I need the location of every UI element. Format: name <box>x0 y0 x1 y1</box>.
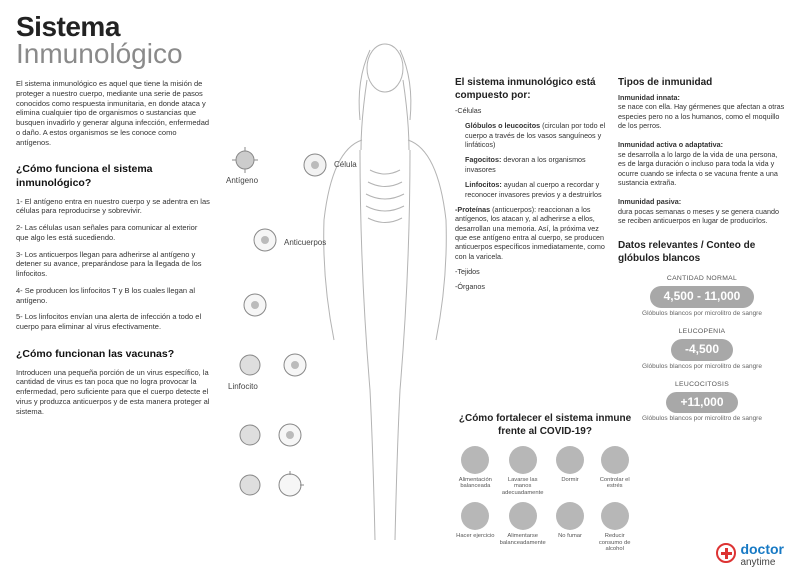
composed-organos: -Órganos <box>455 282 610 291</box>
immunity-heading: Tipos de inmunidad <box>618 76 786 89</box>
right-column: Tipos de inmunidad Inmunidad innata: se … <box>618 64 786 424</box>
tip-8: Reducir consumo de alcohol <box>594 502 635 552</box>
logo-word1: doctor <box>740 541 784 557</box>
tip-circle-icon <box>601 502 629 530</box>
title-line2: Inmunológico <box>16 41 211 68</box>
cell-step5b-icon <box>275 420 305 450</box>
tip-circle-icon <box>556 446 584 474</box>
covid-tips-grid: Alimentación balanceada Lavarse las mano… <box>455 446 635 552</box>
composed-tejidos: -Tejidos <box>455 267 610 276</box>
stats-heading: Datos relevantes / Conteo de glóbulos bl… <box>618 239 786 265</box>
stat-leucopenia: LEUCOPENIA -4,500 Glóbulos blancos por m… <box>618 328 786 371</box>
label-anticuerpos: Anticuerpos <box>284 238 326 248</box>
vaccines-text: Introducen una pequeña porción de un vir… <box>16 368 211 417</box>
antibody-cell-icon <box>250 225 280 255</box>
composed-globulos: Glóbulos o leucocitos (circulan por todo… <box>455 121 610 149</box>
tip-5: Hacer ejercicio <box>455 502 496 552</box>
tip-3: Dormir <box>550 446 591 496</box>
composed-linfocitos: Linfocitos: ayudan al cuerpo a recordar … <box>455 180 610 199</box>
label-linfocito: Linfocito <box>228 382 258 392</box>
cell-step4b-icon <box>280 350 310 380</box>
tip-2: Lavarse las manos adecuadamente <box>500 446 546 496</box>
immunity-passive: Inmunidad pasiva: dura pocas semanas o m… <box>618 197 786 225</box>
label-antigeno: Antígeno <box>226 176 258 186</box>
composition-column: El sistema inmunológico está compuesto p… <box>455 64 610 298</box>
title-line1: Sistema <box>16 14 211 41</box>
step-5: 5- Los linfocitos envían una alerta de i… <box>16 312 211 332</box>
tip-circle-icon <box>556 502 584 530</box>
immunity-active: Inmunidad activa o adaptativa: se desarr… <box>618 140 786 187</box>
logo-cross-icon <box>716 543 736 563</box>
cell-step5a-icon <box>235 420 265 450</box>
tip-circle-icon <box>461 446 489 474</box>
cell-step6b-icon <box>275 470 305 500</box>
cell-icon <box>300 150 330 180</box>
tip-circle-icon <box>509 446 537 474</box>
step-2: 2- Las células usan señales para comunic… <box>16 223 211 243</box>
composed-heading: El sistema inmunológico está compuesto p… <box>455 76 610 102</box>
step-4: 4- Se producen los linfocitos T y B los … <box>16 286 211 306</box>
left-column: Sistema Inmunológico El sistema inmunoló… <box>16 14 211 423</box>
intro-paragraph: El sistema inmunológico es aquel que tie… <box>16 79 211 147</box>
tip-7: No fumar <box>550 502 591 552</box>
tip-6: Alimentarse balanceadamente <box>500 502 546 552</box>
vaccines-heading: ¿Cómo funcionan las vacunas? <box>16 348 211 362</box>
composed-fagocitos: Fagocitos: devoran a los organismos inva… <box>455 155 610 174</box>
tip-circle-icon <box>509 502 537 530</box>
tip-circle-icon <box>461 502 489 530</box>
composed-proteinas: -Proteínas (anticuerpos): reaccionan a l… <box>455 205 610 261</box>
lymphocyte-icon <box>235 350 265 380</box>
cell-step3-icon <box>240 290 270 320</box>
antigen-icon <box>230 145 260 175</box>
tip-1: Alimentación balanceada <box>455 446 496 496</box>
step-1: 1- El antígeno entra en nuestro cuerpo y… <box>16 197 211 217</box>
immunity-innate: Inmunidad innata: se nace con ella. Hay … <box>618 93 786 130</box>
tip-4: Controlar el estrés <box>594 446 635 496</box>
stat-normal: CANTIDAD NORMAL 4,500 - 11,000 Glóbulos … <box>618 275 786 318</box>
logo-word2: anytime <box>740 558 784 567</box>
how-works-heading: ¿Cómo funciona el sistema inmunológico? <box>16 163 211 190</box>
stat-leucocitosis: LEUCOCITOSIS +11,000 Glóbulos blancos po… <box>618 381 786 424</box>
tip-circle-icon <box>601 446 629 474</box>
step-3: 3- Los anticuerpos llegan para adherirse… <box>16 250 211 279</box>
covid-heading: ¿Cómo fortalecer el sistema inmune frent… <box>455 412 635 438</box>
composed-celulas: -Células <box>455 106 610 115</box>
covid-section: ¿Cómo fortalecer el sistema inmune frent… <box>455 400 635 552</box>
label-celula: Célula <box>334 160 357 170</box>
doctor-anytime-logo: doctor anytime <box>716 540 784 567</box>
cell-step6a-icon <box>235 470 265 500</box>
